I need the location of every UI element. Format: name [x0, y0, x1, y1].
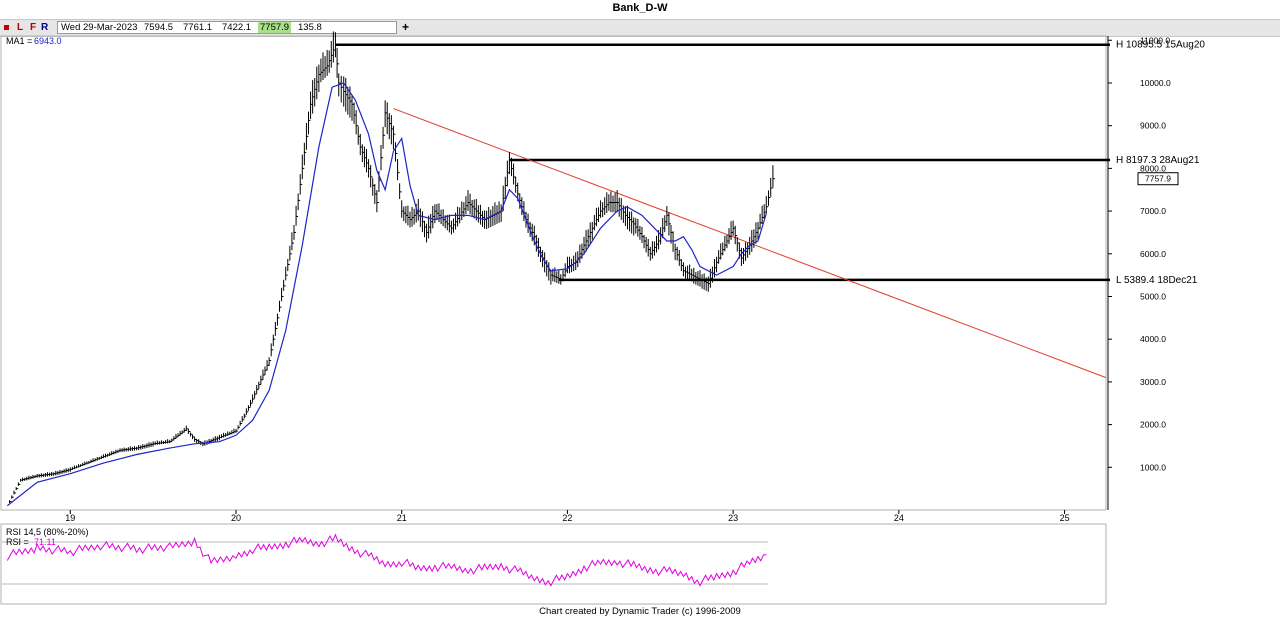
quote-change: 135.8: [298, 22, 322, 33]
chart-title: Bank_D-W: [612, 2, 668, 14]
footer-credit: Chart created by Dynamic Trader (c) 1996…: [539, 606, 741, 617]
rsi-panel-frame: [0, 523, 1107, 605]
y-tick-label: 10000.0: [1140, 78, 1171, 88]
y-tick-label: 9000.0: [1140, 121, 1166, 131]
level-label: H 8197.3 28Aug21: [1116, 155, 1200, 166]
ma-label-name: MA1 =: [6, 36, 32, 46]
quote-toolbar: L F R Wed 29-Mar-2023 7594.5 7761.1 7422…: [0, 19, 1280, 37]
x-tick-label: 25: [1060, 513, 1070, 523]
level-label: L 5389.4 18Dec21: [1116, 275, 1198, 286]
ma-label-value: 6943.0: [34, 36, 62, 46]
x-tick-label: 23: [728, 513, 738, 523]
rsi-label-value: 71.11: [34, 537, 56, 547]
x-tick-label: 20: [231, 513, 241, 523]
l-button[interactable]: L: [17, 22, 24, 33]
add-symbol-button[interactable]: +: [402, 20, 410, 34]
y-tick-label: 3000.0: [1140, 377, 1166, 387]
rsi-label-name: RSI =: [6, 537, 29, 547]
last-price-label: 7757.9: [1145, 174, 1171, 184]
x-tick-label: 22: [562, 513, 572, 523]
y-tick-label: 2000.0: [1140, 420, 1166, 430]
menu-square-icon[interactable]: [4, 25, 9, 30]
quote-close: 7757.9: [258, 22, 292, 33]
quote-box: Wed 29-Mar-2023 7594.5 7761.1 7422.1 775…: [57, 21, 397, 34]
y-tick-label: 6000.0: [1140, 249, 1166, 259]
y-tick-label: 1000.0: [1140, 462, 1166, 472]
rsi-line: [6, 533, 767, 587]
y-tick-label: 5000.0: [1140, 291, 1166, 301]
quote-high: 7761.1: [183, 22, 213, 33]
f-button[interactable]: F: [30, 22, 37, 33]
level-label: H 10895.5 15Aug20: [1116, 40, 1205, 51]
last-price-tag: [1137, 172, 1179, 186]
price-panel-frame: [0, 35, 1107, 511]
quote-date: Wed 29-Mar-2023: [61, 22, 138, 33]
r-button[interactable]: R: [41, 22, 49, 33]
ma-line: [6, 82, 767, 507]
quote-open: 7594.5: [144, 22, 174, 33]
rsi-params-label: RSI 14,5 (80%-20%): [6, 527, 89, 537]
y-tick-label: 4000.0: [1140, 334, 1166, 344]
x-tick-label: 19: [65, 513, 75, 523]
y-tick-label: 8000.0: [1140, 163, 1166, 173]
y-tick-label: 7000.0: [1140, 206, 1166, 216]
x-tick-label: 21: [397, 513, 407, 523]
quote-low: 7422.1: [222, 22, 252, 33]
y-tick-label: 11000.0: [1140, 35, 1170, 45]
x-tick-label: 24: [894, 513, 904, 523]
